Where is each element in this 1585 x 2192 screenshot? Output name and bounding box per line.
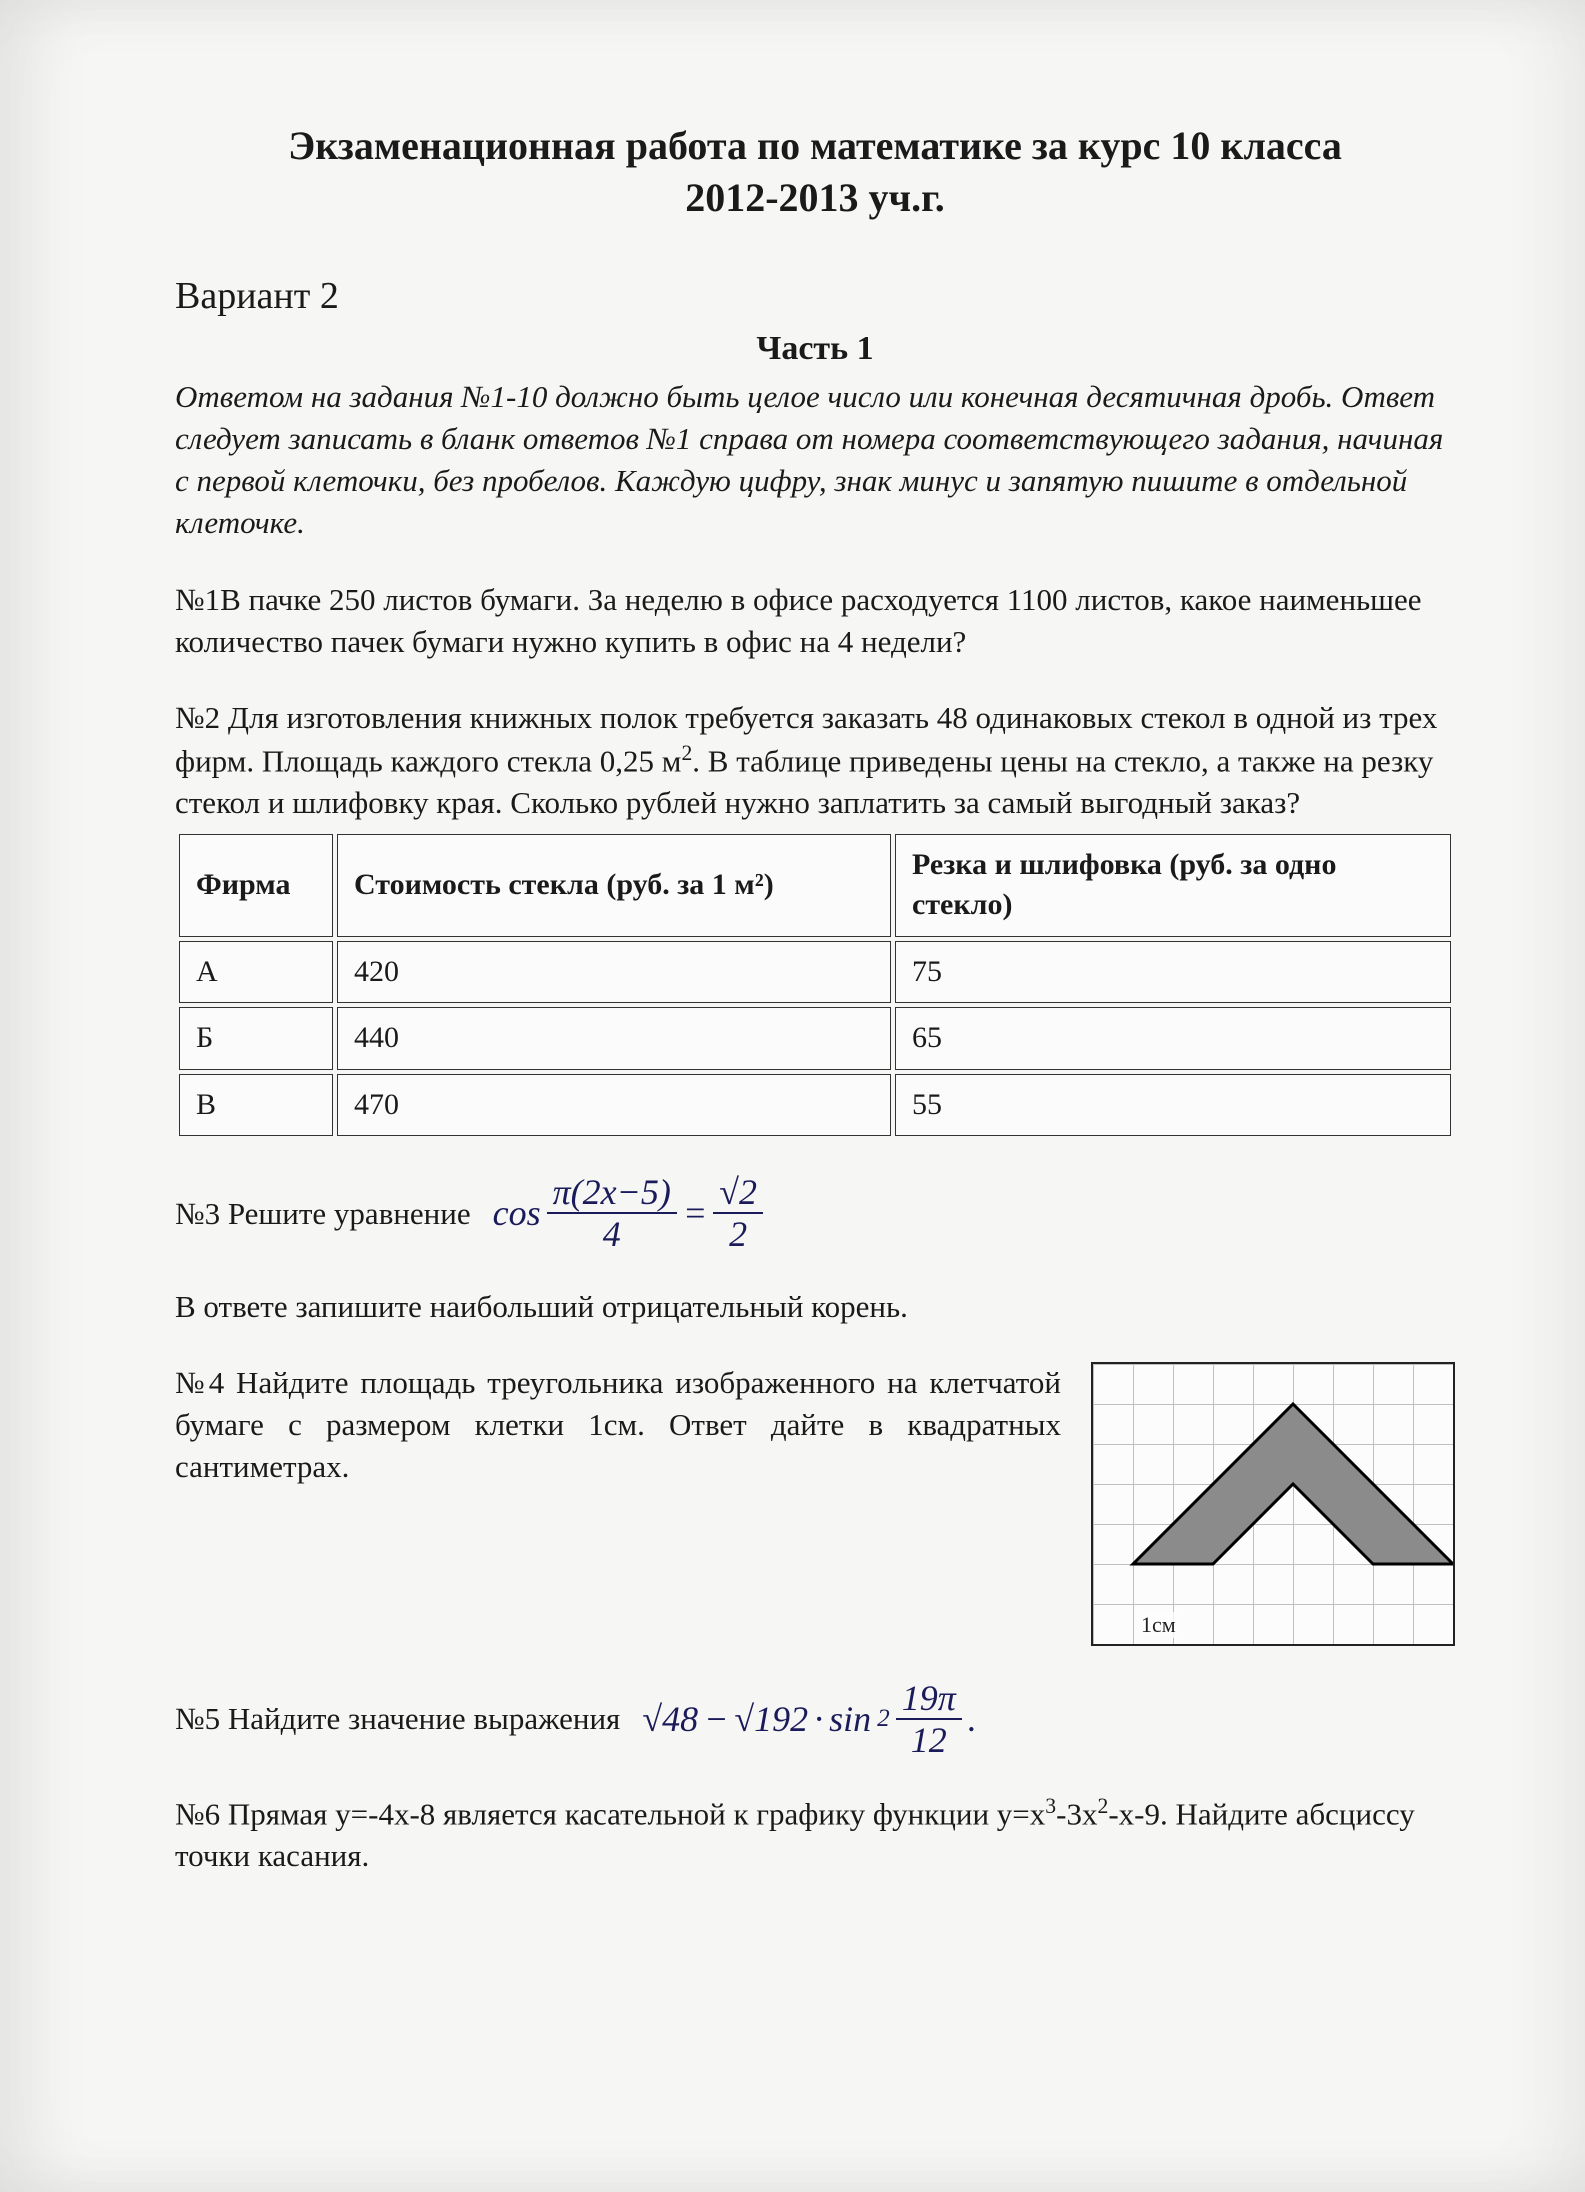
problem-3-note: В ответе запишите наибольший отрицательн…: [175, 1286, 1455, 1328]
sin-exponent: 2: [877, 1702, 890, 1736]
cell-cut: 75: [895, 941, 1451, 1004]
title-line-2: 2012-2013 уч.г.: [685, 175, 945, 220]
fraction-left: π(2x−5) 4: [547, 1174, 677, 1252]
dot-sign: ·: [814, 1695, 823, 1744]
cell-firma: А: [179, 941, 333, 1004]
instructions-text: Ответом на задания №1-10 должно быть цел…: [175, 376, 1455, 543]
cubed-exponent: 3: [1045, 1794, 1056, 1818]
problem-3-equation: cos π(2x−5) 4 = √2 2: [493, 1174, 763, 1252]
col-firma: Фирма: [179, 834, 333, 937]
cell-firma: Б: [179, 1007, 333, 1070]
triangle-shape: [1133, 1404, 1453, 1564]
problem-6-mid: -3x: [1056, 1797, 1097, 1832]
problem-5-label: №5 Найдите значение выражения: [175, 1698, 620, 1740]
cell-cut: 65: [895, 1007, 1451, 1070]
document-title: Экзаменационная работа по математике за …: [175, 120, 1455, 224]
fraction-den: 4: [603, 1214, 621, 1252]
cos-text: cos: [493, 1189, 541, 1238]
problem-4-text: №4 Найдите площадь треугольника изображе…: [175, 1362, 1061, 1488]
squared-exponent-2: 2: [1097, 1794, 1108, 1818]
minus-sign: −: [704, 1695, 728, 1744]
fraction-num: √2: [713, 1174, 763, 1214]
cell-cut: 55: [895, 1074, 1451, 1137]
problem-5: №5 Найдите значение выражения √48 − √192…: [175, 1680, 1455, 1758]
sin-text: sin: [829, 1695, 871, 1744]
problem-2: №2 Для изготовления книжных полок требуе…: [175, 697, 1455, 1140]
col-cut: Резка и шлифовка (руб. за одно стекло): [895, 834, 1451, 937]
title-line-1: Экзаменационная работа по математике за …: [288, 123, 1342, 168]
table-row: Б 440 65: [179, 1007, 1451, 1070]
triangle-grid: 1см: [1091, 1362, 1455, 1646]
fraction-den: 2: [729, 1214, 747, 1252]
cell-cost: 420: [337, 941, 891, 1004]
fraction-den: 12: [911, 1720, 947, 1758]
sqrt48: √48: [642, 1695, 698, 1744]
problem-3: №3 Решите уравнение cos π(2x−5) 4 = √2 2: [175, 1174, 1455, 1252]
exam-page: Экзаменационная работа по математике за …: [0, 0, 1585, 2192]
sin-argument: 19π 12: [896, 1680, 962, 1758]
table-row: В 470 55: [179, 1074, 1451, 1137]
table-header-row: Фирма Стоимость стекла (руб. за 1 м²) Ре…: [179, 834, 1451, 937]
problem-3-label: №3 Решите уравнение: [175, 1193, 471, 1235]
problem-6-a: №6 Прямая y=-4x-8 является касательной к…: [175, 1797, 1045, 1832]
variant-label: Вариант 2: [175, 274, 1455, 318]
period: .: [968, 1695, 977, 1744]
cell-firma: В: [179, 1074, 333, 1137]
grid-unit-label: 1см: [1139, 1612, 1178, 1638]
problem-4-row: №4 Найдите площадь треугольника изображе…: [175, 1362, 1455, 1646]
cell-cost: 470: [337, 1074, 891, 1137]
equals-sign: =: [683, 1189, 707, 1238]
problem-5-expression: √48 − √192 · sin2 19π 12 .: [642, 1680, 976, 1758]
col-cost: Стоимость стекла (руб. за 1 м²): [337, 834, 891, 937]
problem-6: №6 Прямая y=-4x-8 является касательной к…: [175, 1792, 1455, 1877]
table-row: А 420 75: [179, 941, 1451, 1004]
part-heading: Часть 1: [175, 330, 1455, 368]
cell-cost: 440: [337, 1007, 891, 1070]
price-table: Фирма Стоимость стекла (руб. за 1 м²) Ре…: [175, 830, 1455, 1141]
fraction-num: π(2x−5): [547, 1174, 677, 1214]
problem-1: №1В пачке 250 листов бумаги. За неделю в…: [175, 579, 1455, 663]
fraction-right: √2 2: [713, 1174, 763, 1252]
triangle-svg: [1093, 1364, 1453, 1644]
sqrt192: √192: [734, 1695, 808, 1744]
squared-exponent: 2: [681, 741, 692, 765]
fraction-num: 19π: [896, 1680, 962, 1720]
